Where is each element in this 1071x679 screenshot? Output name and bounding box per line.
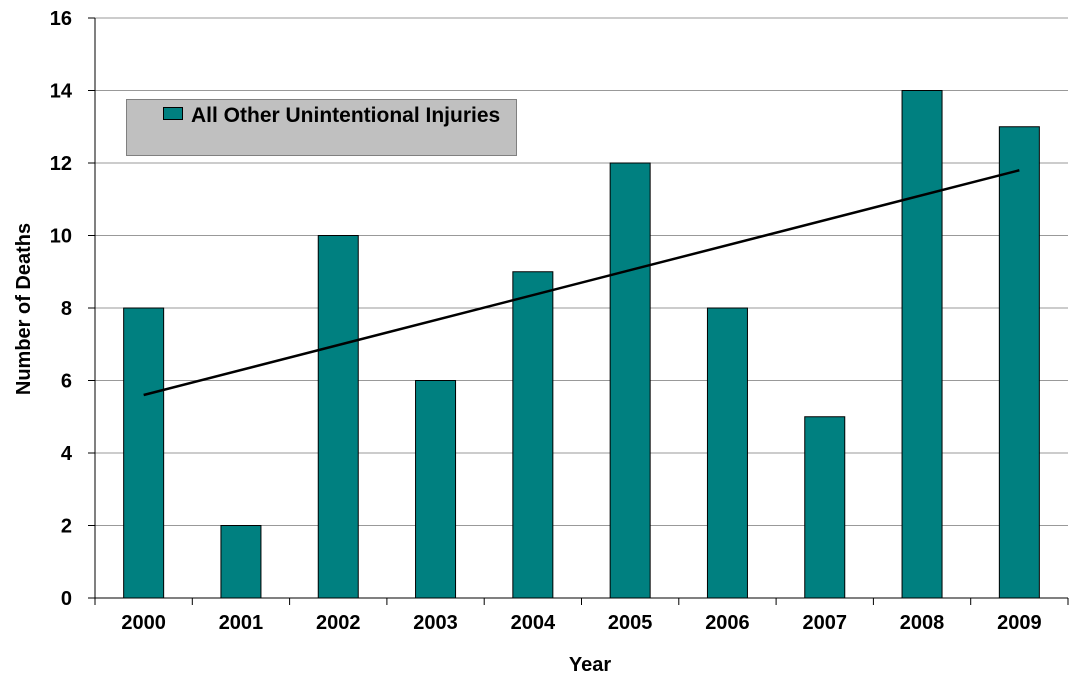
trendline bbox=[143, 169, 1020, 397]
y-axis-title: Number of Deaths bbox=[13, 223, 35, 395]
x-tick-labels: 2000 2001 2002 2003 2004 2005 2006 2007 2008 2009 bbox=[121, 612, 1041, 634]
y-tick-label: 2 bbox=[61, 516, 72, 538]
x-tick-label: 2001 bbox=[219, 612, 264, 634]
x-tick-label: 2004 bbox=[511, 612, 556, 634]
legend: All Other Unintentional Injuries bbox=[126, 99, 517, 156]
y-tick-label: 0 bbox=[61, 588, 72, 610]
legend-swatch bbox=[163, 107, 183, 120]
bar-2005 bbox=[609, 162, 651, 599]
bar-2001 bbox=[220, 525, 262, 599]
y-tick-label: 8 bbox=[61, 298, 72, 320]
bar-2007 bbox=[804, 416, 846, 599]
bar-2008 bbox=[901, 90, 943, 599]
x-tick-label: 2003 bbox=[413, 612, 458, 634]
y-tick-label: 10 bbox=[50, 226, 72, 248]
y-tick-labels: 0 2 4 6 8 10 12 14 16 bbox=[50, 8, 73, 610]
bar-2004 bbox=[512, 271, 554, 599]
x-tick-label: 2007 bbox=[803, 612, 848, 634]
bars bbox=[123, 90, 1040, 599]
x-tick-label: 2005 bbox=[608, 612, 653, 634]
axes bbox=[88, 17, 1069, 605]
y-tick-label: 12 bbox=[50, 153, 72, 175]
bar-2009 bbox=[998, 126, 1040, 599]
y-tick-label: 16 bbox=[50, 8, 72, 30]
bar-2000 bbox=[123, 307, 165, 599]
x-tick-label: 2009 bbox=[997, 612, 1042, 634]
bar-2003 bbox=[415, 380, 457, 599]
bar-2002 bbox=[317, 235, 359, 599]
y-tick-label: 6 bbox=[61, 371, 72, 393]
x-tick-label: 2000 bbox=[121, 612, 166, 634]
bar-2006 bbox=[706, 307, 748, 599]
y-tick-label: 14 bbox=[50, 81, 73, 103]
y-tick-label: 4 bbox=[61, 443, 73, 465]
x-tick-label: 2008 bbox=[900, 612, 945, 634]
x-tick-label: 2002 bbox=[316, 612, 361, 634]
legend-label: All Other Unintentional Injuries bbox=[191, 104, 501, 127]
x-axis-title: Year bbox=[569, 654, 611, 676]
gridlines bbox=[95, 17, 1068, 526]
x-tick-label: 2006 bbox=[705, 612, 750, 634]
